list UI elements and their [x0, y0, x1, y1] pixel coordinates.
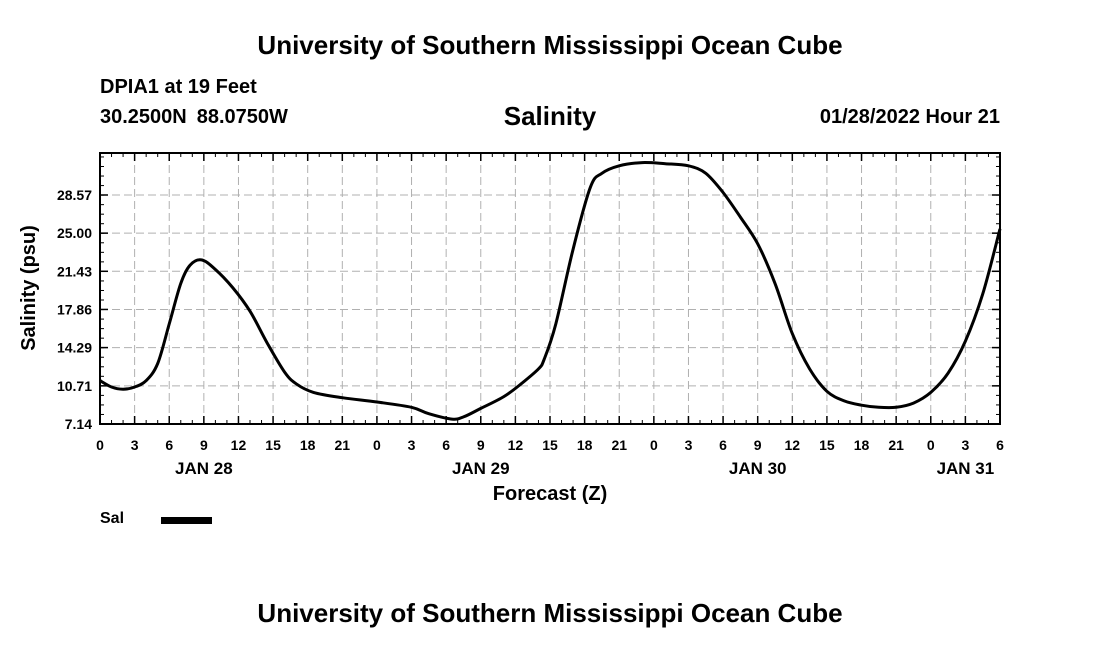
x-tick-label: 9: [754, 437, 762, 453]
x-tick-label: 6: [719, 437, 727, 453]
x-day-label: JAN 29: [452, 459, 510, 478]
longitude: 88.0750W: [196, 106, 288, 128]
x-tick-label: 15: [542, 437, 558, 453]
y-tick-label: 10.71: [57, 378, 92, 394]
x-tick-label: 3: [408, 437, 416, 453]
x-tick-label: 6: [996, 437, 1004, 453]
x-tick-label: 0: [650, 437, 658, 453]
axis-ticks: [99, 153, 1001, 425]
parameter-title: Salinity: [503, 101, 597, 131]
series-line-salinity: [99, 161, 1002, 421]
forecast-datetime: 01/28/2022 Hour 21: [819, 106, 1000, 128]
x-tick-label: 18: [854, 437, 870, 453]
y-axis-title: Salinity (psu): [18, 225, 40, 351]
x-day-label: JAN 31: [937, 459, 995, 478]
x-tick-label: 21: [888, 437, 904, 453]
station-label: DPIA1 at 19 Feet: [100, 76, 257, 98]
latitude: 30.2500N: [100, 106, 187, 128]
x-tick-label: 18: [577, 437, 593, 453]
x-tick-label: 18: [300, 437, 316, 453]
x-tick-label: 3: [961, 437, 969, 453]
x-day-label: JAN 28: [175, 459, 233, 478]
x-tick-label: 15: [265, 437, 281, 453]
x-tick-label: 15: [819, 437, 835, 453]
x-tick-label: 3: [131, 437, 139, 453]
y-tick-label: 21.43: [57, 263, 92, 279]
legend-swatch: [161, 517, 212, 524]
x-tick-label: 9: [477, 437, 485, 453]
legend-label: Sal: [100, 510, 125, 527]
y-tick-label: 7.14: [65, 416, 92, 432]
x-tick-label: 21: [335, 437, 351, 453]
x-tick-label: 0: [373, 437, 381, 453]
x-tick-label: 6: [165, 437, 173, 453]
x-tick-label: 12: [508, 437, 524, 453]
chart-title-top: University of Southern Mississippi Ocean…: [257, 30, 843, 60]
x-tick-label: 12: [231, 437, 247, 453]
x-tick-label: 0: [927, 437, 935, 453]
x-tick-label: 21: [611, 437, 627, 453]
x-tick-label: 6: [442, 437, 450, 453]
y-tick-label: 17.86: [57, 301, 92, 317]
x-tick-label: 0: [96, 437, 104, 453]
x-day-label: JAN 30: [729, 459, 787, 478]
chart-title-bottom: University of Southern Mississippi Ocean…: [257, 598, 843, 628]
y-tick-label: 25.00: [57, 225, 92, 241]
series-group: [99, 161, 1002, 421]
x-tick-label: 12: [785, 437, 801, 453]
axis-labels: 0 3 6 9 12 15 18 21 0 3 6 9 12 15 18 21 0 3 6 9 12 15 18 21 0 3 6J…: [57, 187, 1004, 478]
y-tick-label: 14.29: [57, 340, 92, 356]
coordinates: 30.2500N 88.0750W: [100, 106, 298, 129]
x-tick-label: 3: [685, 437, 693, 453]
grid-lines: [100, 153, 1000, 424]
x-axis-title: Forecast (Z): [493, 483, 607, 505]
y-tick-label: 28.57: [57, 187, 92, 203]
x-tick-label: 9: [200, 437, 208, 453]
